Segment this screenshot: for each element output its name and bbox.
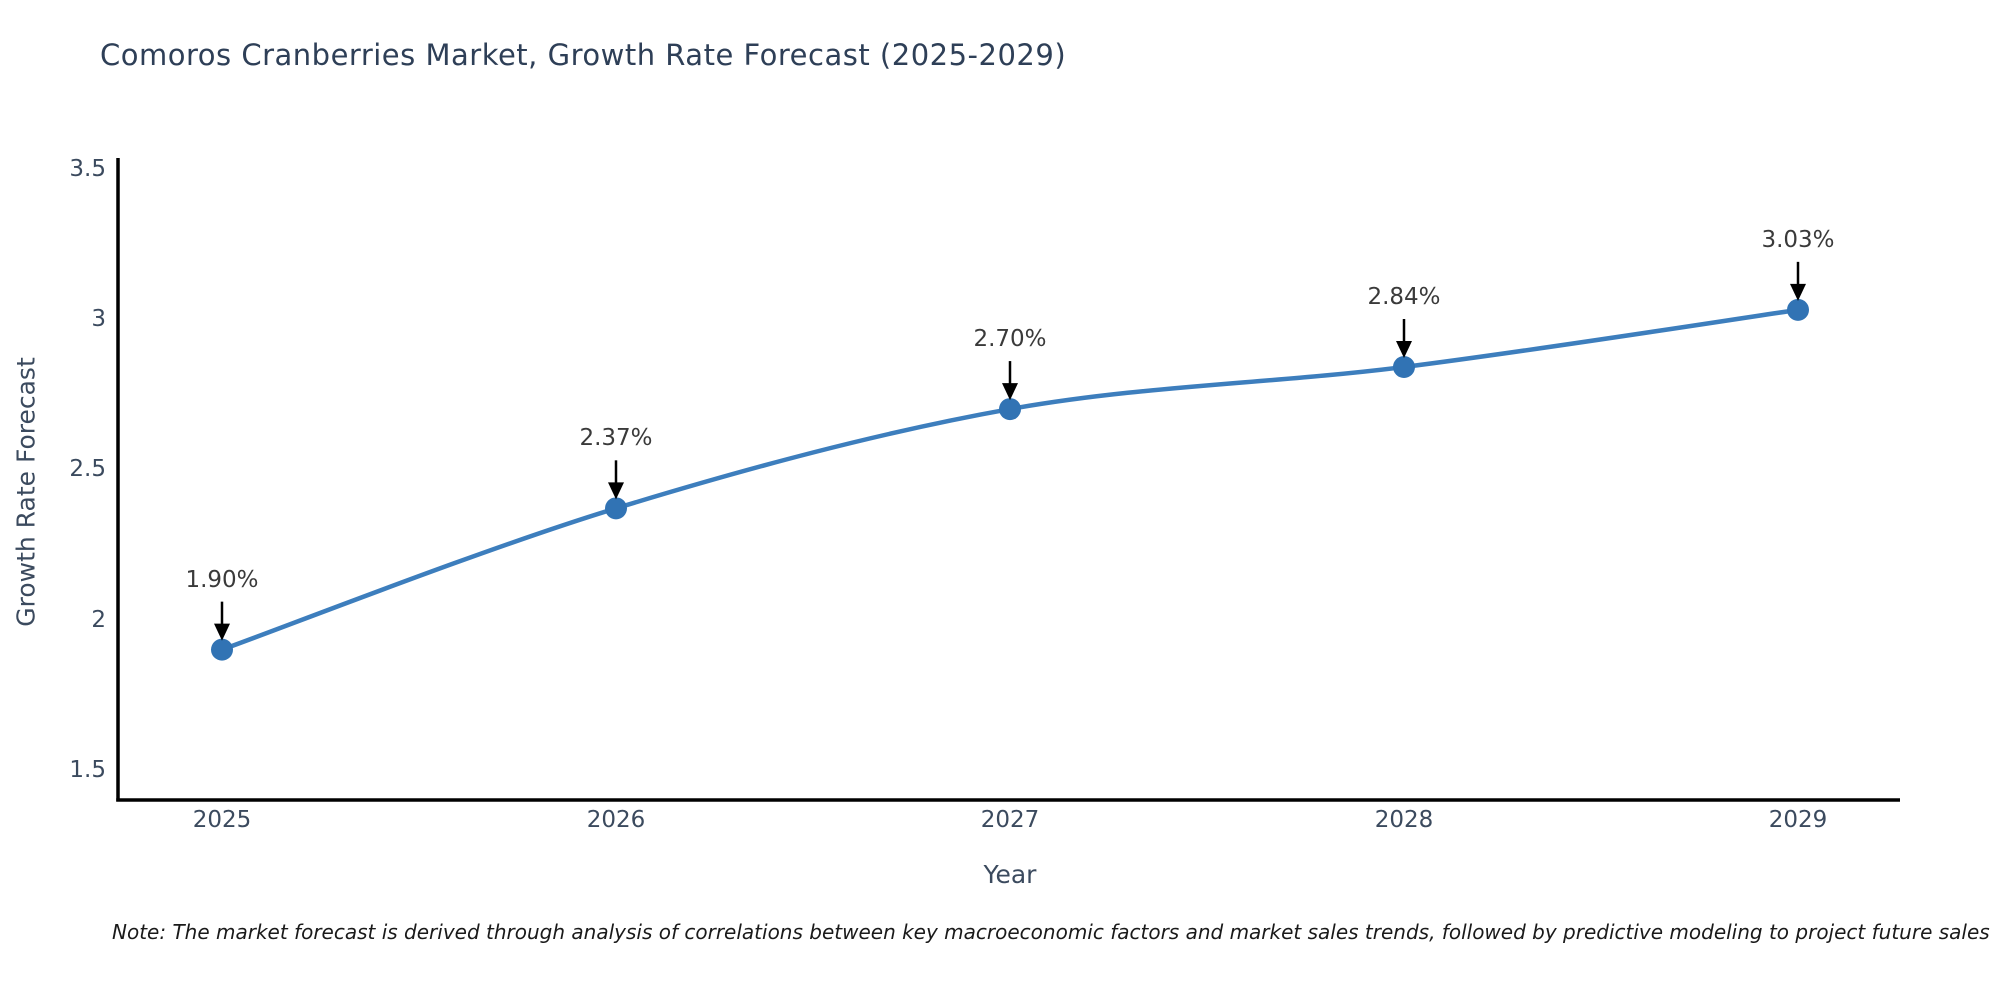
y-tick-label: 3 <box>91 305 106 332</box>
y-tick-label: 3.5 <box>69 155 106 182</box>
data-point-marker <box>211 638 233 661</box>
trend-line <box>221 307 1799 652</box>
data-point-marker <box>999 398 1021 421</box>
data-point-value-label: 1.90% <box>185 566 259 593</box>
annotation-arrow-head <box>1002 383 1018 401</box>
y-tick-label: 1.5 <box>69 756 106 783</box>
y-tick-label: 2.5 <box>69 456 106 483</box>
x-tick-label: 2029 <box>1768 807 1828 833</box>
data-point-value-label: 3.03% <box>1761 226 1835 253</box>
annotation-arrow-head <box>214 623 230 641</box>
data-point-value-label: 2.70% <box>973 326 1047 353</box>
x-axis-title: Year <box>983 860 1037 889</box>
x-tick-label: 2028 <box>1374 807 1434 833</box>
annotation-arrow-head <box>1396 340 1412 358</box>
annotation-arrow-head <box>1790 283 1806 301</box>
x-tick-label: 2025 <box>192 807 252 833</box>
x-tick-label: 2027 <box>980 807 1040 833</box>
footnote: Note: The market forecast is derived thr… <box>112 920 1990 944</box>
x-tick-label: 2026 <box>586 807 646 833</box>
chart-title: Comoros Cranberries Market, Growth Rate … <box>100 38 1067 72</box>
data-point-value-label: 2.37% <box>579 425 653 452</box>
data-point-marker <box>1393 355 1415 378</box>
data-point-marker <box>605 497 627 520</box>
y-tick-label: 2 <box>91 606 106 633</box>
data-point-marker <box>1787 298 1809 321</box>
annotation-arrow-head <box>608 482 624 500</box>
data-point-value-label: 2.84% <box>1367 283 1441 310</box>
